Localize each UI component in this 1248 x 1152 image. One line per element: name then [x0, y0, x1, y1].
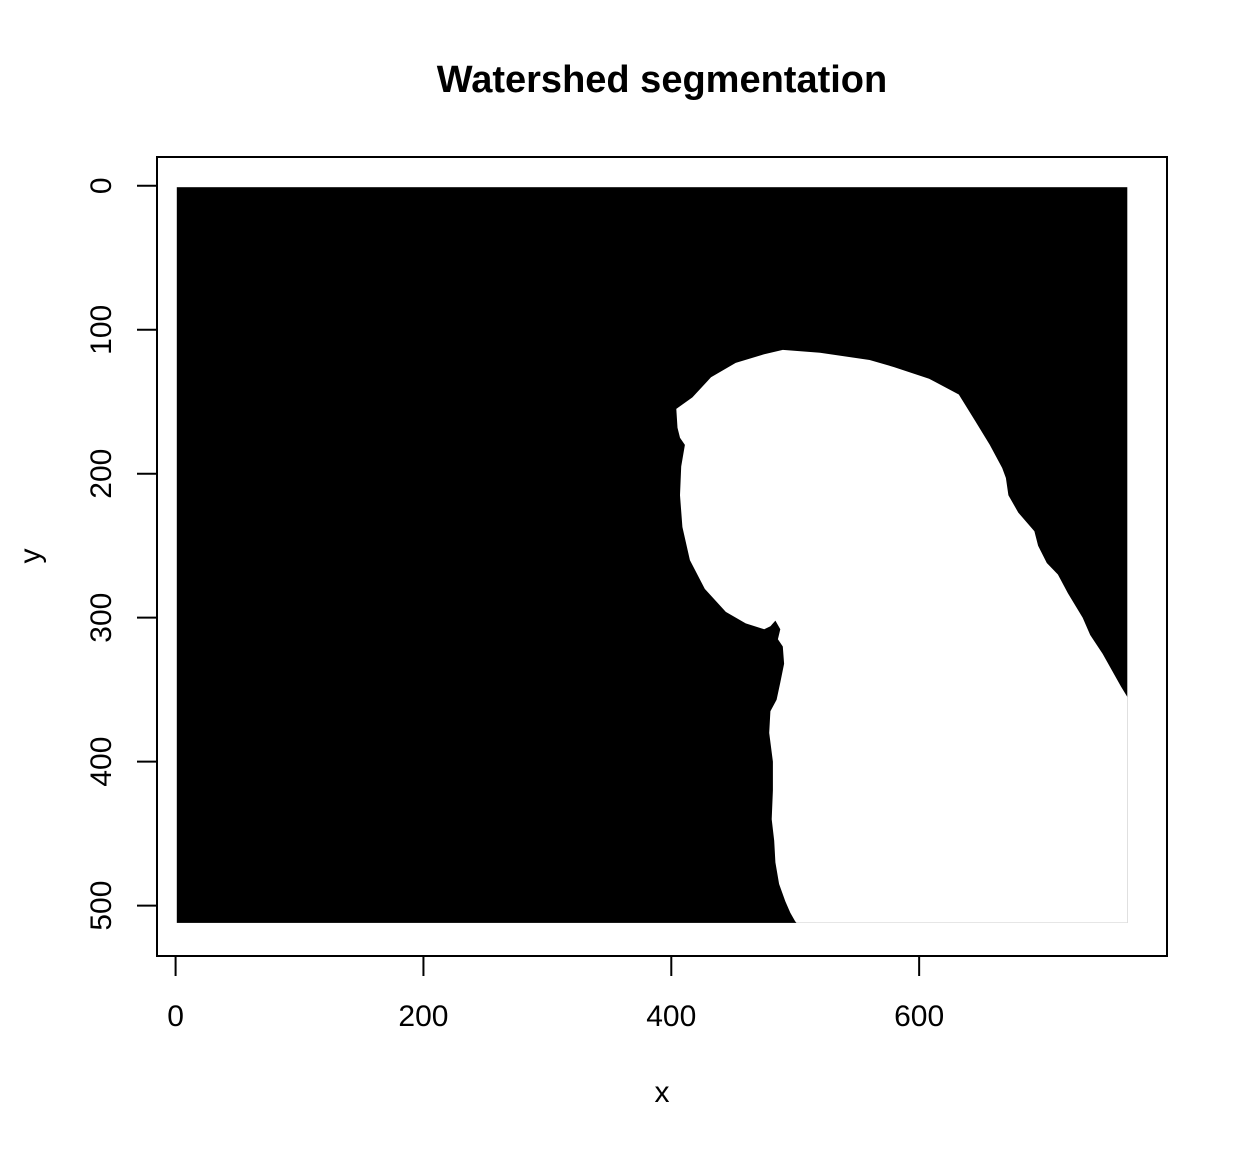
- x-axis-label: x: [655, 1076, 670, 1109]
- x-axis: 0 200 400 600: [167, 955, 944, 1033]
- y-tick-label: 0: [85, 177, 118, 194]
- y-tick-label: 100: [85, 305, 118, 355]
- x-tick-label: 200: [398, 1000, 448, 1033]
- y-tick-label: 200: [85, 449, 118, 499]
- y-tick-label: 500: [85, 881, 118, 931]
- x-tick-label: 400: [646, 1000, 696, 1033]
- foreground-region: [676, 349, 1128, 923]
- chart-title: Watershed segmentation: [437, 59, 887, 101]
- y-axis-label: y: [14, 549, 47, 564]
- image-layer: [176, 187, 1128, 923]
- y-tick-label: 300: [85, 593, 118, 643]
- x-tick-label: 600: [894, 1000, 944, 1033]
- y-axis: 0 100 200 300 400 500: [85, 177, 158, 931]
- x-tick-label: 0: [167, 1000, 184, 1033]
- y-tick-label: 400: [85, 737, 118, 787]
